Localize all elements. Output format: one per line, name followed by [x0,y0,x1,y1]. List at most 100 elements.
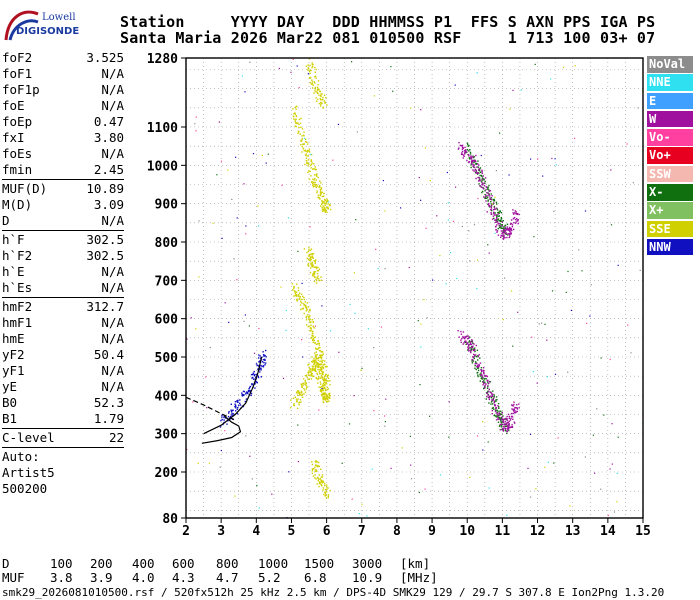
trace-point [491,209,493,212]
trace-point [480,369,482,371]
trace-point [320,391,323,393]
noise-point [611,423,613,425]
trace-point [511,415,513,418]
trace-point [224,417,227,419]
noise-point [228,321,230,323]
noise-point [224,430,226,432]
trace-point [474,355,476,357]
noise-point [417,320,419,322]
trace-point [295,294,298,297]
trace-point [311,470,314,472]
param-value: 0.47 [93,114,124,129]
trace-point [315,351,317,353]
trace-point [482,370,485,372]
trace-point [258,369,260,371]
trace-point [319,360,321,362]
trace-point [315,174,317,176]
trace-point [497,228,499,230]
noise-point [233,258,235,260]
noise-point [448,401,450,403]
trace-point [297,398,299,400]
trace-point [497,211,499,214]
trace-point [304,141,307,143]
noise-point [332,159,334,161]
trace-point [482,367,485,369]
trace-point [321,372,324,374]
trace-point [317,89,319,91]
trace-point [486,387,489,389]
trace-point [255,376,257,378]
trace-point [470,346,472,349]
param-value: 302.5 [86,248,124,263]
trace-point [321,476,324,478]
noise-point [553,210,555,212]
noise-point [491,203,493,205]
trace-point [327,496,329,499]
param-value: N/A [101,82,124,97]
noise-point [616,501,618,503]
trace-point [314,477,316,479]
trace-point [480,377,482,379]
trace-point [314,342,317,344]
noise-point [418,491,420,494]
trace-point [310,330,312,332]
trace-point [315,461,317,463]
trace-point [329,204,331,207]
trace-point [322,205,324,207]
trace-point [309,321,312,324]
trace-point [315,364,317,366]
trace-point [513,421,515,423]
trace-point [320,102,323,104]
noise-point [249,455,251,457]
trace-point [326,104,328,106]
trace-point [310,253,313,255]
trace-point [314,75,317,77]
trace-point [325,396,328,398]
trace-point [312,359,314,362]
trace-point [307,159,310,161]
trace-point [516,410,518,413]
trace-point [324,211,326,213]
trace-point [303,143,305,146]
trace-point [511,404,513,406]
trace-point [319,194,321,197]
trace-point [319,90,321,92]
noise-point [206,407,208,409]
noise-point [503,426,505,428]
trace-point [247,392,249,395]
trace-point [464,336,467,339]
trace-point [314,336,317,338]
trace-point [310,371,312,373]
trace-point [307,325,309,328]
x-tick-label: 14 [600,524,616,539]
trace-point [475,356,478,358]
trace-point [486,197,488,199]
trace-point [481,178,484,181]
trace-point [294,119,297,121]
noise-point [376,379,378,381]
trace-point [464,146,466,149]
trace-point [243,394,245,396]
param-value: N/A [101,280,124,295]
noise-point [445,283,447,285]
noise-point [198,220,200,222]
trace-point [487,396,490,399]
trace-point [294,120,296,123]
trace-point [324,399,327,401]
trace-point [302,295,304,298]
trace-point [312,361,314,363]
noise-point [380,326,383,328]
trace-point [513,410,515,412]
trace-point [236,413,239,415]
trace-point [323,201,325,203]
trace-point [323,192,325,195]
trace-point [221,414,223,417]
noise-point [373,410,375,412]
trace-point [472,163,474,166]
trace-point [477,366,480,368]
trace-point [484,190,486,192]
y-tick-label: 700 [155,274,179,289]
trace-point [471,362,474,364]
trace-point [308,163,310,165]
trace-point [478,363,480,366]
